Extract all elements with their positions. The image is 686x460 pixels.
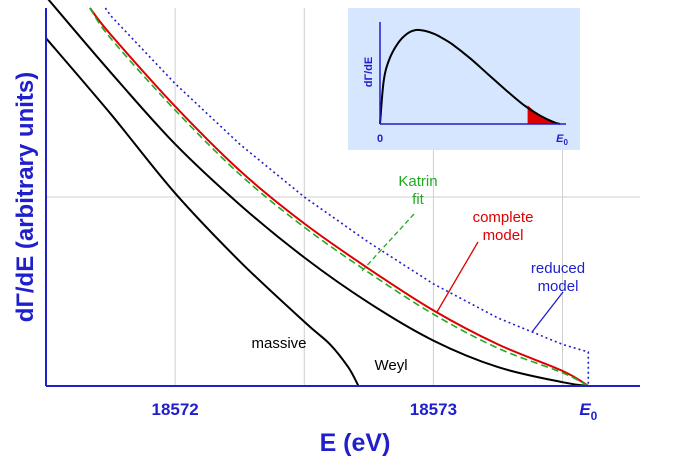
annotation-label: massive — [251, 335, 306, 352]
annotation-label: Katrin fit — [398, 173, 437, 208]
series-line-reduced-model — [104, 7, 590, 386]
annotations: massive Weyl complete model Katrin fit reduced… — [251, 173, 585, 374]
annotation-label: reduced model — [531, 260, 585, 295]
series-line-complete-model — [89, 7, 589, 387]
axes — [45, 8, 640, 387]
inset-x-end-label: E0 — [556, 133, 568, 147]
annotation-leader — [361, 213, 415, 272]
inset-chart: dΓ/dE 0 E0 — [348, 8, 580, 150]
x-tick-label: E0 — [579, 400, 597, 423]
x-tick-label: 18573 — [410, 400, 457, 419]
annotation-label: Weyl — [374, 357, 407, 374]
x-axis-title: E (eV) — [320, 429, 391, 457]
series-layer — [45, 0, 590, 387]
series-line-weyl — [47, 0, 589, 387]
annotation-label: complete model — [473, 209, 534, 244]
inset-y-label: dΓ/dE — [363, 57, 375, 87]
x-tick-labels: 18572 18573 E0 — [151, 400, 597, 423]
inset-endpoint-highlight — [527, 105, 560, 124]
series-line-katrin-fit — [89, 7, 589, 387]
inset-spectrum-curve — [379, 28, 561, 125]
x-tick-label: 18572 — [151, 400, 198, 419]
annotation-leader — [436, 241, 479, 313]
y-axis-title: dΓ/dE (arbitrary units) — [12, 72, 39, 322]
inset-x-start-label: 0 — [377, 133, 383, 145]
series-line-massive — [45, 37, 360, 387]
inset-background — [348, 8, 580, 150]
annotation-leader — [531, 291, 564, 333]
